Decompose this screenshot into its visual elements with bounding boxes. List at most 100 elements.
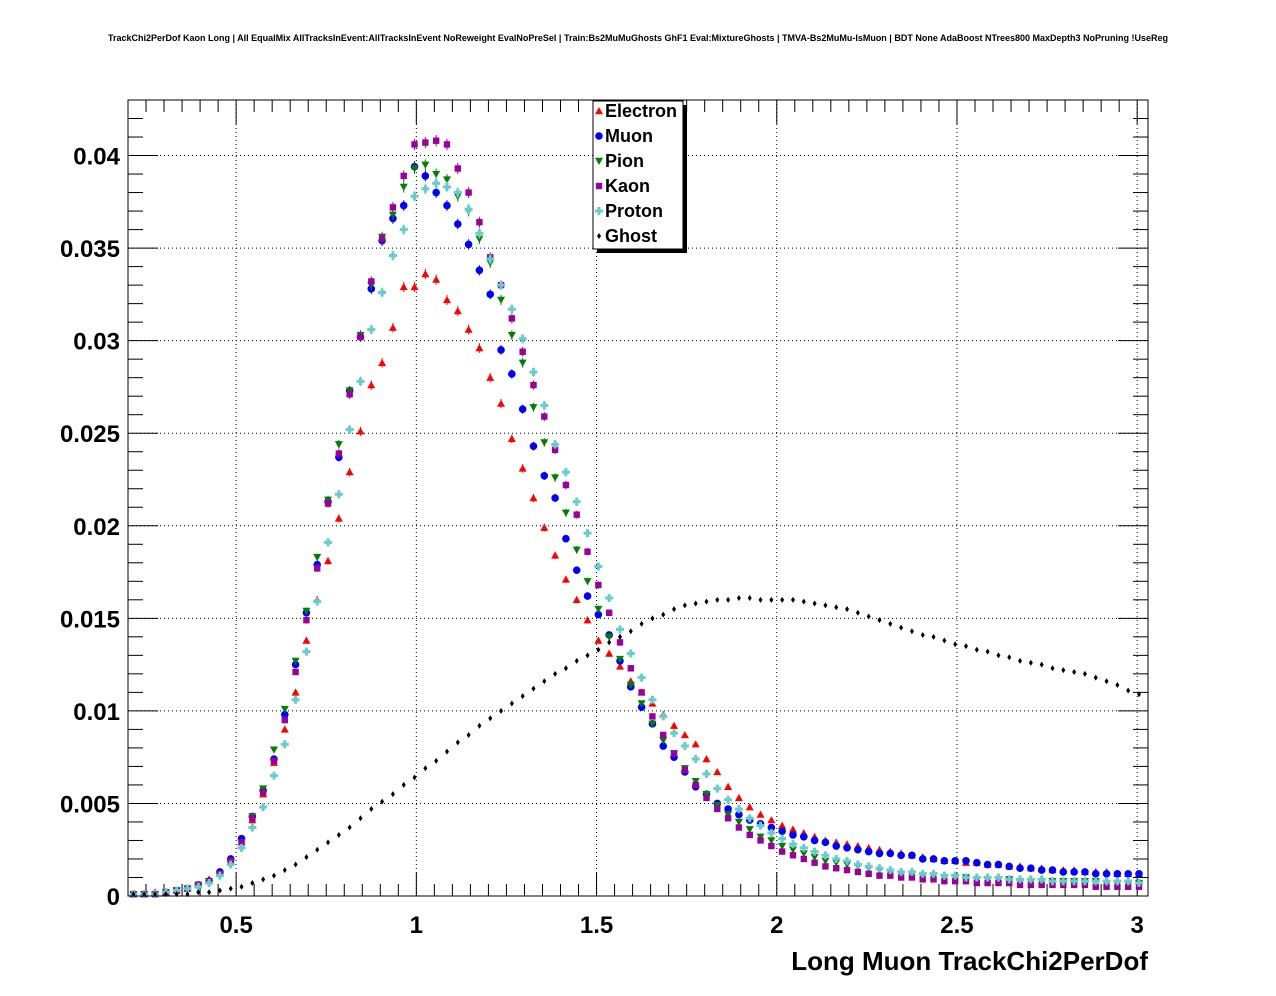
data-point-proton	[821, 851, 830, 860]
data-point-proton	[453, 188, 462, 197]
data-point-ghost	[931, 633, 936, 640]
data-point-ghost	[488, 715, 493, 722]
data-point-proton	[994, 873, 1003, 882]
data-point-muon	[951, 857, 959, 865]
data-point-muon	[280, 710, 289, 719]
data-point-pion	[334, 441, 343, 449]
data-point-ghost	[1104, 678, 1109, 685]
data-point-proton	[691, 755, 700, 764]
data-point-pion	[497, 296, 506, 304]
data-point-ghost	[585, 652, 590, 659]
data-point-kaon	[519, 348, 526, 355]
data-point-ghost	[596, 646, 601, 653]
data-point-muon	[735, 810, 743, 819]
data-point-electron	[691, 740, 700, 748]
data-point-electron	[745, 803, 754, 811]
data-point-kaon	[368, 278, 375, 285]
data-point-pion	[259, 785, 268, 793]
data-point-pion	[615, 655, 624, 664]
data-point-pion	[594, 605, 603, 614]
data-point-ghost	[920, 631, 925, 638]
data-point-proton	[594, 562, 603, 571]
data-point-kaon	[259, 789, 267, 796]
data-point-kaon	[562, 481, 570, 489]
data-point-electron	[442, 295, 451, 304]
data-point-muon	[799, 832, 808, 841]
data-point-electron	[302, 636, 311, 644]
legend-label-muon: Muon	[605, 126, 653, 146]
data-point-proton	[572, 497, 581, 506]
data-point-proton	[940, 871, 949, 880]
data-point-electron	[778, 821, 787, 829]
data-point-kaon	[724, 815, 732, 822]
data-point-electron	[767, 816, 776, 824]
data-point-pion	[745, 826, 754, 834]
data-point-ghost	[217, 887, 222, 894]
data-point-ghost	[888, 620, 893, 627]
data-point-pion	[421, 161, 430, 169]
data-point-pion	[529, 404, 538, 412]
data-point-muon	[886, 849, 895, 858]
data-point-ghost	[996, 652, 1001, 659]
data-point-ghost	[974, 646, 979, 653]
data-point-proton	[1124, 877, 1133, 886]
data-point-proton	[280, 740, 289, 749]
data-point-electron	[724, 782, 733, 790]
data-point-proton	[648, 695, 657, 704]
x-tick-label: 0.5	[219, 912, 252, 939]
data-point-ghost	[1028, 659, 1033, 666]
legend-marker-pion	[595, 157, 603, 165]
data-point-ghost	[1050, 665, 1055, 672]
data-point-ghost	[855, 609, 860, 616]
data-point-pion	[788, 846, 797, 854]
data-point-kaon	[1114, 883, 1121, 890]
data-point-kaon	[627, 665, 634, 672]
data-point-proton	[1080, 877, 1089, 886]
data-point-kaon	[551, 446, 559, 454]
y-tick-label: 0.025	[60, 421, 120, 448]
data-point-muon	[1048, 866, 1057, 874]
data-point-ghost	[1039, 661, 1044, 668]
data-point-ghost	[542, 678, 547, 685]
data-point-electron	[432, 275, 441, 283]
data-point-kaon	[897, 874, 905, 881]
legend-label-electron: Electron	[605, 101, 677, 121]
data-point-pion	[410, 165, 419, 173]
data-point-kaon	[649, 713, 656, 720]
data-point-ghost	[531, 685, 536, 692]
data-point-muon	[1135, 869, 1143, 878]
legend-label-pion: Pion	[605, 151, 644, 171]
data-point-muon	[940, 857, 949, 865]
data-point-kaon	[584, 548, 591, 555]
data-point-proton	[561, 468, 570, 477]
data-point-proton	[832, 854, 841, 863]
data-point-pion	[691, 778, 700, 786]
data-point-muon	[1005, 862, 1014, 871]
data-point-muon	[1027, 864, 1035, 873]
data-point-muon	[864, 847, 873, 856]
data-point-pion	[843, 861, 852, 869]
data-point-pion	[810, 853, 819, 862]
data-point-ghost	[423, 765, 428, 772]
data-point-kaon	[757, 837, 764, 844]
data-point-ghost	[661, 611, 666, 618]
data-point-muon	[475, 266, 484, 275]
data-point-electron	[518, 464, 527, 472]
data-point-pion	[713, 802, 722, 810]
data-point-proton	[269, 771, 278, 780]
data-point-kaon	[703, 794, 710, 802]
data-point-ghost	[239, 883, 244, 890]
data-point-proton	[324, 538, 333, 547]
data-point-proton	[886, 866, 895, 875]
data-point-proton	[497, 281, 506, 290]
data-point-electron	[497, 399, 506, 407]
data-point-ghost	[845, 606, 850, 613]
data-point-ghost	[509, 700, 514, 707]
y-tick-label: 0.02	[73, 514, 120, 541]
data-point-kaon	[887, 872, 894, 879]
data-point-electron	[583, 616, 592, 624]
data-point-pion	[756, 833, 765, 841]
data-point-kaon	[789, 852, 797, 859]
data-point-pion	[313, 554, 322, 562]
data-point-ghost	[942, 637, 947, 644]
